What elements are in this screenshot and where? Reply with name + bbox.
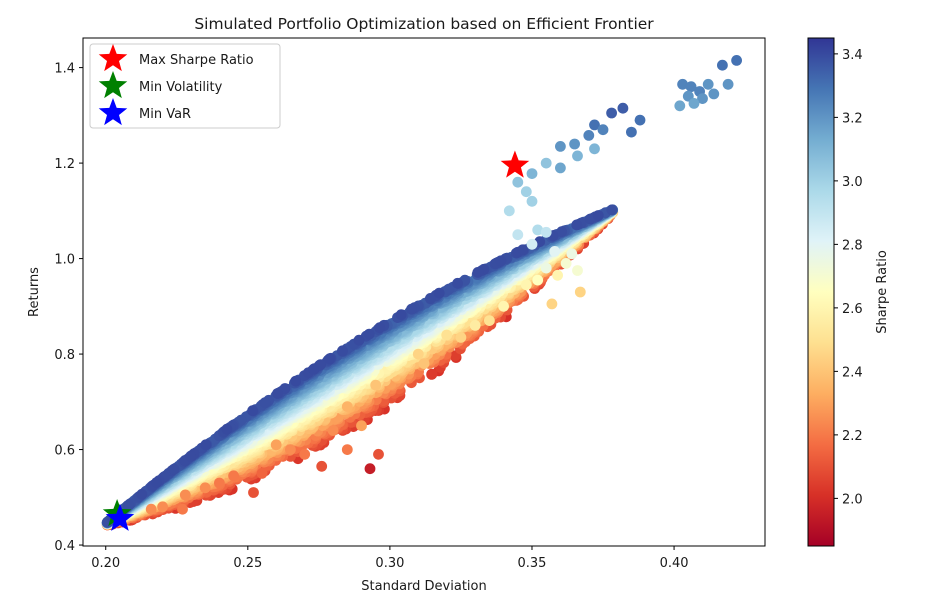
scatter-points-layer	[101, 55, 742, 531]
scatter-point	[426, 368, 438, 380]
chart-title: Simulated Portfolio Optimization based o…	[194, 15, 654, 33]
